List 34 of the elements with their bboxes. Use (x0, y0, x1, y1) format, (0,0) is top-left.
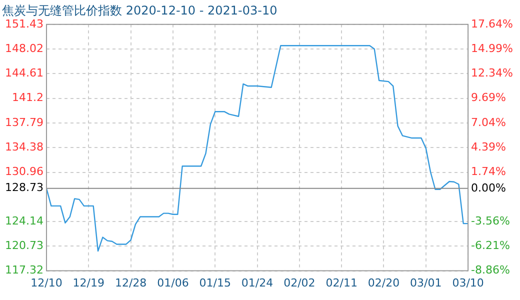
y2-tick-label: 4.39% (471, 140, 506, 154)
y-tick-label: 134.38 (4, 140, 44, 154)
y2-tick-label: 14.99% (471, 42, 514, 55)
x-tick-label: 03/10 (452, 276, 484, 290)
x-tick-label: 03/01 (410, 276, 442, 290)
y2-tick-label: -6.21% (471, 239, 510, 252)
y-tick-label: 151.43 (4, 17, 44, 30)
y-tick-label: 141.2 (12, 91, 44, 104)
chart-title: 焦炭与无缝管比价指数 2020-12-10 - 2021-03-10 (2, 3, 278, 18)
x-tick-label: 02/11 (326, 276, 358, 290)
x-tick-label: 01/24 (241, 276, 274, 290)
x-tick-label: 12/19 (72, 276, 104, 290)
y2-tick-label: 7.04% (471, 116, 506, 129)
y-tick-label: 117.32 (4, 264, 44, 277)
x-tick-label: 02/02 (284, 276, 316, 290)
y2-tick-label: -3.56% (471, 214, 510, 228)
y-tick-label: 120.73 (4, 239, 44, 252)
y2-tick-label: 9.69% (471, 91, 506, 104)
x-tick-label: 01/06 (157, 276, 189, 290)
y2-tick-label: 0.00% (471, 181, 506, 194)
y-tick-label: 124.14 (4, 214, 44, 228)
x-tick-label: 12/10 (30, 276, 62, 290)
y2-tick-label: 17.64% (471, 17, 514, 30)
x-tick-label: 02/20 (368, 276, 400, 290)
x-tick-label: 01/15 (199, 276, 231, 290)
y-tick-label: 148.02 (4, 42, 44, 55)
y2-tick-label: 12.34% (471, 66, 514, 80)
y-tick-label: 137.79 (4, 116, 44, 129)
y2-tick-label: 1.74% (471, 165, 506, 178)
y-tick-label: 130.96 (4, 165, 44, 178)
y-tick-label: 144.61 (4, 66, 44, 80)
ref-line-label: 128.73 (4, 181, 44, 194)
x-tick-label: 12/28 (114, 276, 147, 290)
y2-tick-label: -8.86% (471, 264, 510, 277)
